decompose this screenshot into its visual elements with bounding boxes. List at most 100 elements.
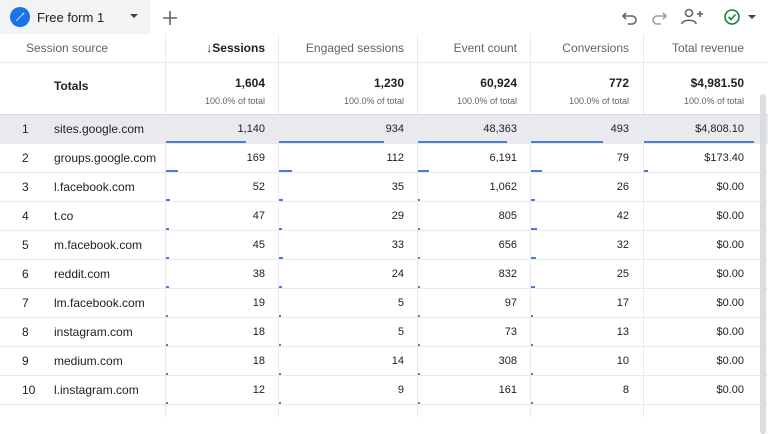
sessions-cell: 52 (252, 181, 265, 193)
row-number: 3 (22, 180, 29, 194)
conversions-cell: 25 (616, 268, 629, 280)
column-divider (278, 34, 279, 417)
totals-sessions: 1,604 (234, 76, 265, 90)
sessions-cell: 45 (252, 239, 265, 251)
table-row[interactable]: 3 l.facebook.com 52 35 1,062 26 $0.00 (0, 173, 768, 202)
table-row[interactable]: 7 lm.facebook.com 19 5 97 17 $0.00 (0, 289, 768, 318)
sessions-cell: 38 (252, 268, 265, 280)
engaged-cell: 934 (385, 123, 404, 135)
conversions-share-bar (531, 286, 535, 288)
column-divider (643, 34, 644, 417)
pencil-icon[interactable] (10, 7, 30, 27)
session-source-cell: groups.google.com (54, 151, 157, 165)
header-session-source[interactable]: Session source (26, 41, 109, 55)
revenue-cell: $0.00 (716, 326, 744, 338)
events-cell: 656 (498, 239, 517, 251)
events-share-bar (418, 170, 429, 172)
sessions-cell: 18 (252, 355, 265, 367)
events-share-bar (418, 315, 420, 317)
table-row[interactable]: 4 t.co 47 29 805 42 $0.00 (0, 202, 768, 231)
totals-engaged-pct: 100.0% of total (343, 96, 404, 106)
conversions-cell: 493 (610, 123, 629, 135)
row-number: 6 (22, 267, 29, 281)
engaged-share-bar (279, 228, 282, 230)
header-engaged-sessions[interactable]: Engaged sessions (305, 41, 404, 55)
share-users-icon[interactable] (680, 5, 706, 29)
events-cell: 1,062 (489, 181, 517, 193)
engaged-cell: 5 (397, 297, 404, 309)
session-source-cell: sites.google.com (54, 122, 145, 136)
engaged-cell: 14 (391, 355, 404, 367)
session-source-cell: lm.facebook.com (54, 296, 145, 310)
table-row[interactable]: 5 m.facebook.com 45 33 656 32 $0.00 (0, 231, 768, 260)
conversions-share-bar (531, 141, 603, 143)
engaged-cell: 112 (386, 152, 404, 164)
sessions-share-bar (166, 141, 246, 143)
conversions-cell: 10 (616, 355, 629, 367)
table-row[interactable]: 1 sites.google.com 1,140 934 48,363 493 $4,808… (0, 115, 768, 144)
engaged-share-bar (279, 373, 281, 375)
engaged-share-bar (279, 315, 281, 317)
tab-title: Free form 1 (37, 10, 105, 25)
table-row[interactable]: 8 instagram.com 18 5 73 13 $0.00 (0, 318, 768, 347)
row-number: 5 (22, 238, 29, 252)
engaged-cell: 29 (391, 210, 404, 222)
row-number: 2 (22, 151, 29, 165)
sessions-share-bar (166, 402, 168, 404)
engaged-cell: 9 (397, 384, 404, 396)
events-cell: 161 (498, 384, 517, 396)
sessions-share-bar (166, 373, 168, 375)
tab-free-form-1[interactable]: Free form 1 (0, 0, 150, 36)
redo-icon[interactable] (647, 5, 671, 29)
vertical-scrollbar[interactable] (760, 94, 766, 434)
engaged-share-bar (279, 199, 283, 201)
revenue-cell: $4,808.10 (695, 123, 744, 135)
conversions-cell: 26 (616, 181, 629, 193)
header-conversions[interactable]: Conversions (562, 41, 629, 55)
events-cell: 832 (498, 268, 517, 280)
table-row[interactable]: 10 l.instagram.com 12 9 161 8 $0.00 (0, 376, 768, 405)
totals-revenue: $4,981.50 (690, 76, 744, 90)
row-number: 8 (22, 325, 29, 339)
top-bar: Free form 1 (0, 0, 768, 36)
session-source-cell: t.co (54, 209, 74, 223)
chevron-down-icon[interactable] (127, 9, 141, 23)
revenue-cell: $0.00 (716, 297, 744, 309)
totals-conversions-pct: 100.0% of total (568, 96, 629, 106)
session-source-cell: l.facebook.com (54, 180, 135, 194)
plus-icon[interactable] (156, 4, 184, 32)
totals-row: Totals 1,604 100.0% of total 1,230 100.0… (0, 63, 768, 115)
totals-sessions-pct: 100.0% of total (204, 96, 265, 106)
engaged-share-bar (279, 170, 292, 172)
revenue-cell: $173.40 (704, 152, 744, 164)
engaged-share-bar (279, 257, 283, 259)
events-share-bar (418, 141, 507, 143)
undo-icon[interactable] (618, 5, 642, 29)
session-source-cell: m.facebook.com (54, 238, 143, 252)
table-row[interactable]: 6 reddit.com 38 24 832 25 $0.00 (0, 260, 768, 289)
sessions-share-bar (166, 228, 169, 230)
column-divider (530, 34, 531, 417)
sessions-share-bar (166, 315, 168, 317)
column-divider (417, 34, 418, 417)
engaged-cell: 5 (397, 326, 404, 338)
check-circle-icon[interactable] (721, 5, 761, 29)
conversions-cell: 13 (616, 326, 629, 338)
events-share-bar (418, 228, 420, 230)
conversions-share-bar (531, 344, 533, 346)
header-event-count[interactable]: Event count (453, 41, 517, 55)
engaged-cell: 33 (391, 239, 404, 251)
row-number: 7 (22, 296, 29, 310)
session-source-cell: reddit.com (54, 267, 111, 281)
revenue-cell: $0.00 (716, 210, 744, 222)
table-row[interactable]: 9 medium.com 18 14 308 10 $0.00 (0, 347, 768, 376)
row-number: 9 (22, 354, 29, 368)
table-row[interactable]: 2 groups.google.com 169 112 6,191 79 $173.40 (0, 144, 768, 173)
revenue-share-bar (644, 170, 648, 172)
header-total-revenue[interactable]: Total revenue (671, 41, 744, 55)
revenue-cell: $0.00 (716, 181, 744, 193)
sessions-cell: 12 (252, 384, 265, 396)
sessions-share-bar (166, 286, 169, 288)
header-sessions[interactable]: ↓Sessions (206, 41, 265, 55)
events-cell: 73 (504, 326, 517, 338)
